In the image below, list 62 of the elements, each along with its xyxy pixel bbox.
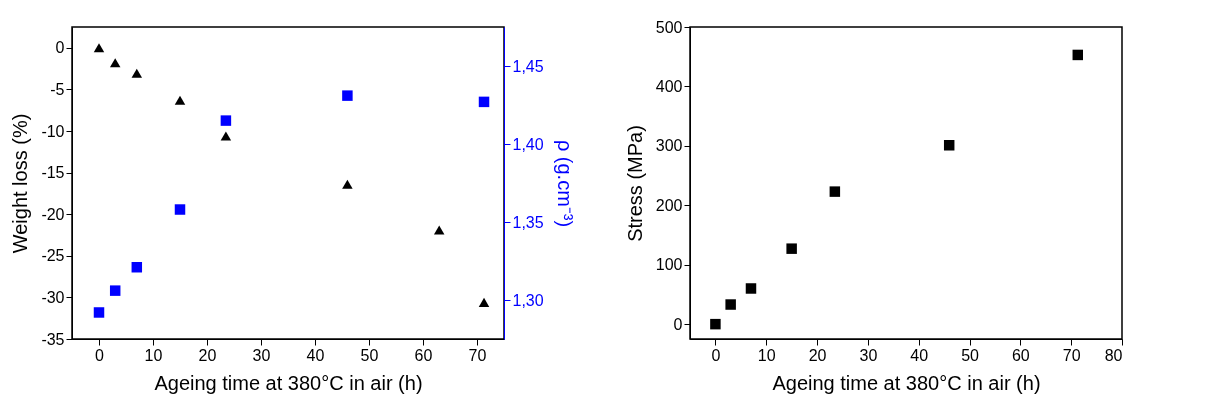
x-tick-label: 20 (198, 346, 217, 364)
point (478, 96, 490, 108)
point (342, 90, 353, 101)
x-tick-label: 20 (808, 346, 827, 364)
x-tick-label: 10 (144, 346, 163, 364)
x-axis-title: Ageing time at 380°C in air (h) (772, 371, 1041, 394)
x-tick-label: 30 (252, 346, 271, 364)
x-tick-label: 60 (1011, 346, 1030, 364)
y-tick-label: -20 (41, 205, 65, 223)
point (220, 115, 232, 126)
point (109, 285, 121, 296)
y2-tick-label: 1,35 (512, 213, 544, 231)
point (174, 95, 186, 105)
point (478, 297, 490, 307)
point (131, 262, 143, 273)
y-tick-label: -25 (41, 247, 65, 265)
point (93, 307, 105, 318)
x-tick-label: 0 (95, 346, 105, 364)
y-tick-label: 500 (655, 18, 683, 36)
point (943, 140, 955, 151)
x-tick-label: 60 (414, 346, 433, 364)
point (1072, 49, 1084, 61)
y-tick-label: 100 (655, 256, 683, 274)
y-axis-title: Weight loss (%) (9, 113, 32, 254)
y-tick-label: 0 (673, 315, 683, 333)
point (710, 318, 721, 330)
point (93, 43, 105, 53)
point (342, 179, 353, 189)
y-axis-title: Stress (MPa) (623, 125, 646, 242)
x-tick-label: 40 (306, 346, 325, 364)
y-tick-label: -35 (41, 330, 65, 348)
y-tick-label: 0 (55, 39, 65, 57)
y2-tick-label: 1,45 (512, 57, 544, 75)
x-tick-label: 0 (711, 346, 721, 364)
x-tick-label: 80 (1104, 346, 1123, 364)
y-tick-label: 400 (655, 77, 683, 95)
x-tick-label: 30 (859, 346, 878, 364)
point (829, 186, 841, 197)
point (786, 243, 797, 254)
y-tick-label: -30 (41, 288, 65, 306)
y-tick-label: -10 (41, 122, 65, 140)
x-tick-label: 70 (468, 346, 487, 364)
y2-axis-title: ρ (g.cm⁻³) (553, 139, 576, 228)
x-tick-label: 10 (757, 346, 776, 364)
x-tick-label: 50 (360, 346, 379, 364)
point (725, 299, 736, 310)
point (220, 131, 232, 141)
point (433, 225, 445, 235)
point (109, 58, 121, 68)
y-tick-label: 200 (655, 196, 683, 214)
point (131, 68, 143, 78)
y-tick-label: -5 (50, 80, 65, 98)
point (174, 204, 186, 215)
x-tick-label: 40 (910, 346, 929, 364)
point (745, 283, 757, 294)
y-tick-label: -15 (41, 164, 65, 182)
y-tick-label: 300 (655, 137, 683, 155)
y2-tick-label: 1,30 (512, 291, 544, 309)
x-tick-label: 50 (961, 346, 980, 364)
y2-tick-label: 1,40 (512, 135, 544, 153)
x-axis-title: Ageing time at 380°C in air (h) (154, 371, 423, 394)
x-tick-label: 70 (1062, 346, 1081, 364)
